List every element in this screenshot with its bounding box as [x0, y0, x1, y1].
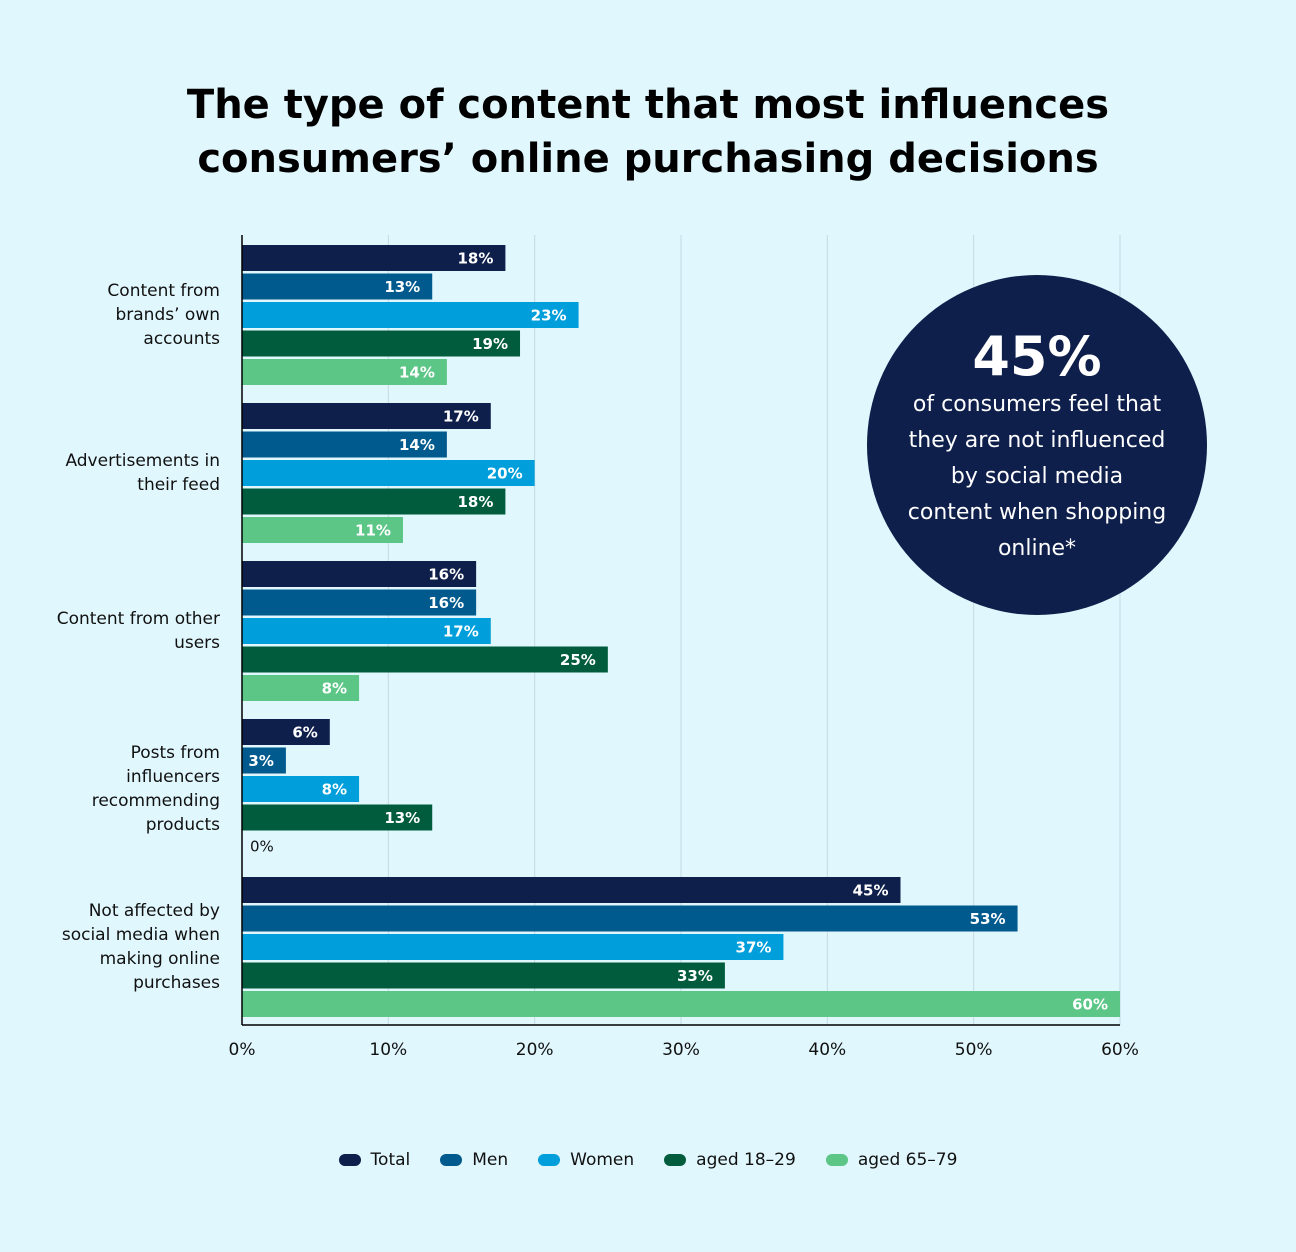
legend-swatch [825, 1154, 848, 1166]
value-label: 0% [250, 838, 274, 856]
value-label: 33% [677, 967, 713, 985]
bar [242, 359, 447, 385]
value-label: 60% [1072, 996, 1108, 1014]
value-label: 20% [487, 465, 523, 483]
value-label: 37% [736, 939, 772, 957]
legend-label: Men [472, 1150, 509, 1170]
y-tick-label: Content from brands’ own accounts [107, 281, 220, 349]
value-label: 17% [443, 408, 479, 426]
bar [242, 589, 477, 616]
bar [242, 804, 433, 831]
value-label: 8% [322, 781, 347, 799]
bar [242, 561, 477, 587]
bar [242, 934, 784, 960]
legend-label: aged 18–29 [696, 1150, 796, 1170]
bar [242, 646, 608, 673]
value-label: 18% [457, 493, 493, 511]
bar [242, 962, 725, 989]
bar [242, 403, 491, 429]
bar [242, 719, 330, 745]
chart-title: The type of content that most influences… [186, 82, 1110, 182]
legend-item: Women [538, 1150, 634, 1170]
x-tick-label: 50% [955, 1040, 993, 1060]
bar [242, 675, 360, 701]
value-label: 25% [560, 651, 596, 669]
value-label: 19% [472, 335, 508, 353]
bar [242, 517, 403, 543]
legend-label: aged 65–79 [857, 1150, 958, 1170]
annotation-text: of consumers feel that they are not infl… [907, 392, 1167, 561]
bar [242, 776, 360, 802]
bar [242, 431, 447, 458]
annotation-value: 45% [972, 325, 1102, 388]
value-label: 16% [428, 566, 464, 584]
legend-item: aged 18–29 [664, 1150, 796, 1170]
y-tick-label: Not affected by social media when making… [61, 901, 220, 993]
x-tick-label: 20% [516, 1040, 554, 1060]
x-tick-label: 60% [1101, 1040, 1139, 1060]
legend-item: aged 65–79 [825, 1150, 958, 1170]
value-label: 11% [355, 522, 391, 540]
y-tick-label: Content from other users [56, 609, 220, 653]
bar [242, 330, 521, 357]
value-label: 53% [970, 910, 1006, 928]
legend-item: Total [338, 1150, 411, 1170]
bar [242, 747, 286, 774]
x-tick-label: 0% [229, 1040, 256, 1060]
x-tick-label: 30% [662, 1040, 700, 1060]
value-label: 6% [292, 724, 317, 742]
x-tick-label: 40% [808, 1040, 846, 1060]
bar [242, 618, 491, 644]
value-label: 17% [443, 623, 479, 641]
value-label: 13% [384, 809, 420, 827]
value-label: 14% [399, 436, 435, 454]
legend-swatch [664, 1154, 687, 1166]
value-label: 3% [248, 752, 273, 770]
value-label: 18% [457, 250, 493, 268]
value-label: 14% [399, 364, 435, 382]
bar [242, 991, 1120, 1017]
bar [242, 460, 535, 486]
legend-swatch [538, 1154, 561, 1166]
legend-label: Total [370, 1150, 411, 1170]
bar [242, 302, 579, 328]
legend-label: Women [570, 1150, 635, 1170]
y-tick-label: Posts from influencers recommending prod… [91, 743, 220, 835]
value-label: 8% [322, 680, 347, 698]
bar [242, 877, 901, 903]
legend: Total Men Women aged 18–29 aged 65–79 [0, 1150, 1296, 1170]
value-label: 16% [428, 594, 464, 612]
bar [242, 273, 433, 300]
value-label: 23% [531, 307, 567, 325]
legend-item: Men [440, 1150, 508, 1170]
bar [242, 245, 506, 271]
bar [242, 905, 1018, 932]
x-tick-label: 10% [369, 1040, 407, 1060]
legend-swatch [440, 1154, 463, 1166]
value-label: 13% [384, 278, 420, 296]
value-label: 45% [853, 882, 889, 900]
legend-swatch [338, 1154, 361, 1166]
bar [242, 488, 506, 515]
y-tick-label: Advertisements in their feed [65, 451, 220, 495]
annotation: 45% of consumers feel that they are not … [867, 275, 1207, 615]
